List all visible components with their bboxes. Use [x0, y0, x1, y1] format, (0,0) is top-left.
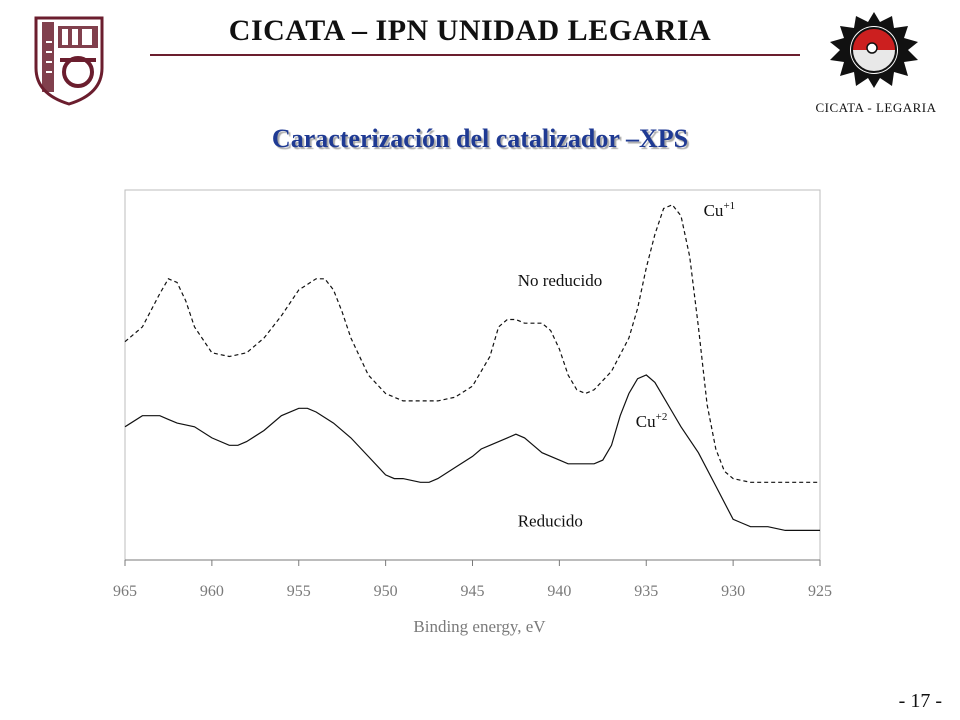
annotation-cu1: Cu+1 [704, 200, 736, 220]
x-tick-label-965: 965 [113, 583, 137, 600]
x-tick-label-955: 955 [287, 583, 311, 600]
x-tick-label-945: 945 [461, 583, 485, 600]
x-tick-label-930: 930 [721, 583, 745, 600]
ipn-shield-logo-icon [34, 16, 104, 106]
x-axis-title: Binding energy, eV [413, 617, 546, 636]
annotation-no-reducido: No reducido [518, 271, 603, 290]
slide-title: Caracterización del catalizador –XPS [271, 124, 689, 153]
x-tick-label-940: 940 [547, 583, 571, 600]
page-number: - 17 - [898, 690, 942, 712]
annotation-cu1-label: Cu [704, 201, 724, 220]
header-divider [150, 54, 800, 56]
cicata-gear-logo-icon [830, 12, 918, 88]
x-axis-tick-labels: 965 960 955 950 945 940 935 930 925 [113, 583, 832, 600]
annotation-cu1-superscript: +1 [723, 200, 735, 212]
x-axis-ticks [124, 560, 821, 566]
annotation-cu2-label: Cu [636, 412, 656, 431]
x-tick-label-935: 935 [634, 583, 658, 600]
x-tick-label-960: 960 [200, 583, 224, 600]
x-tick-label-950: 950 [374, 583, 398, 600]
annotation-cu2-superscript: +2 [656, 411, 668, 423]
series-line-no-reducido [124, 204, 820, 483]
header-title: CICATA – IPN UNIDAD LEGARIA [228, 14, 712, 47]
annotation-cu2: Cu+2 [636, 411, 668, 431]
series-line-reducido [124, 374, 820, 531]
annotation-reducido: Reducido [518, 512, 583, 531]
plot-area-frame [124, 189, 821, 561]
cicata-logo-caption: CICATA - LEGARIA [815, 100, 937, 115]
x-tick-label-925: 925 [808, 583, 832, 600]
